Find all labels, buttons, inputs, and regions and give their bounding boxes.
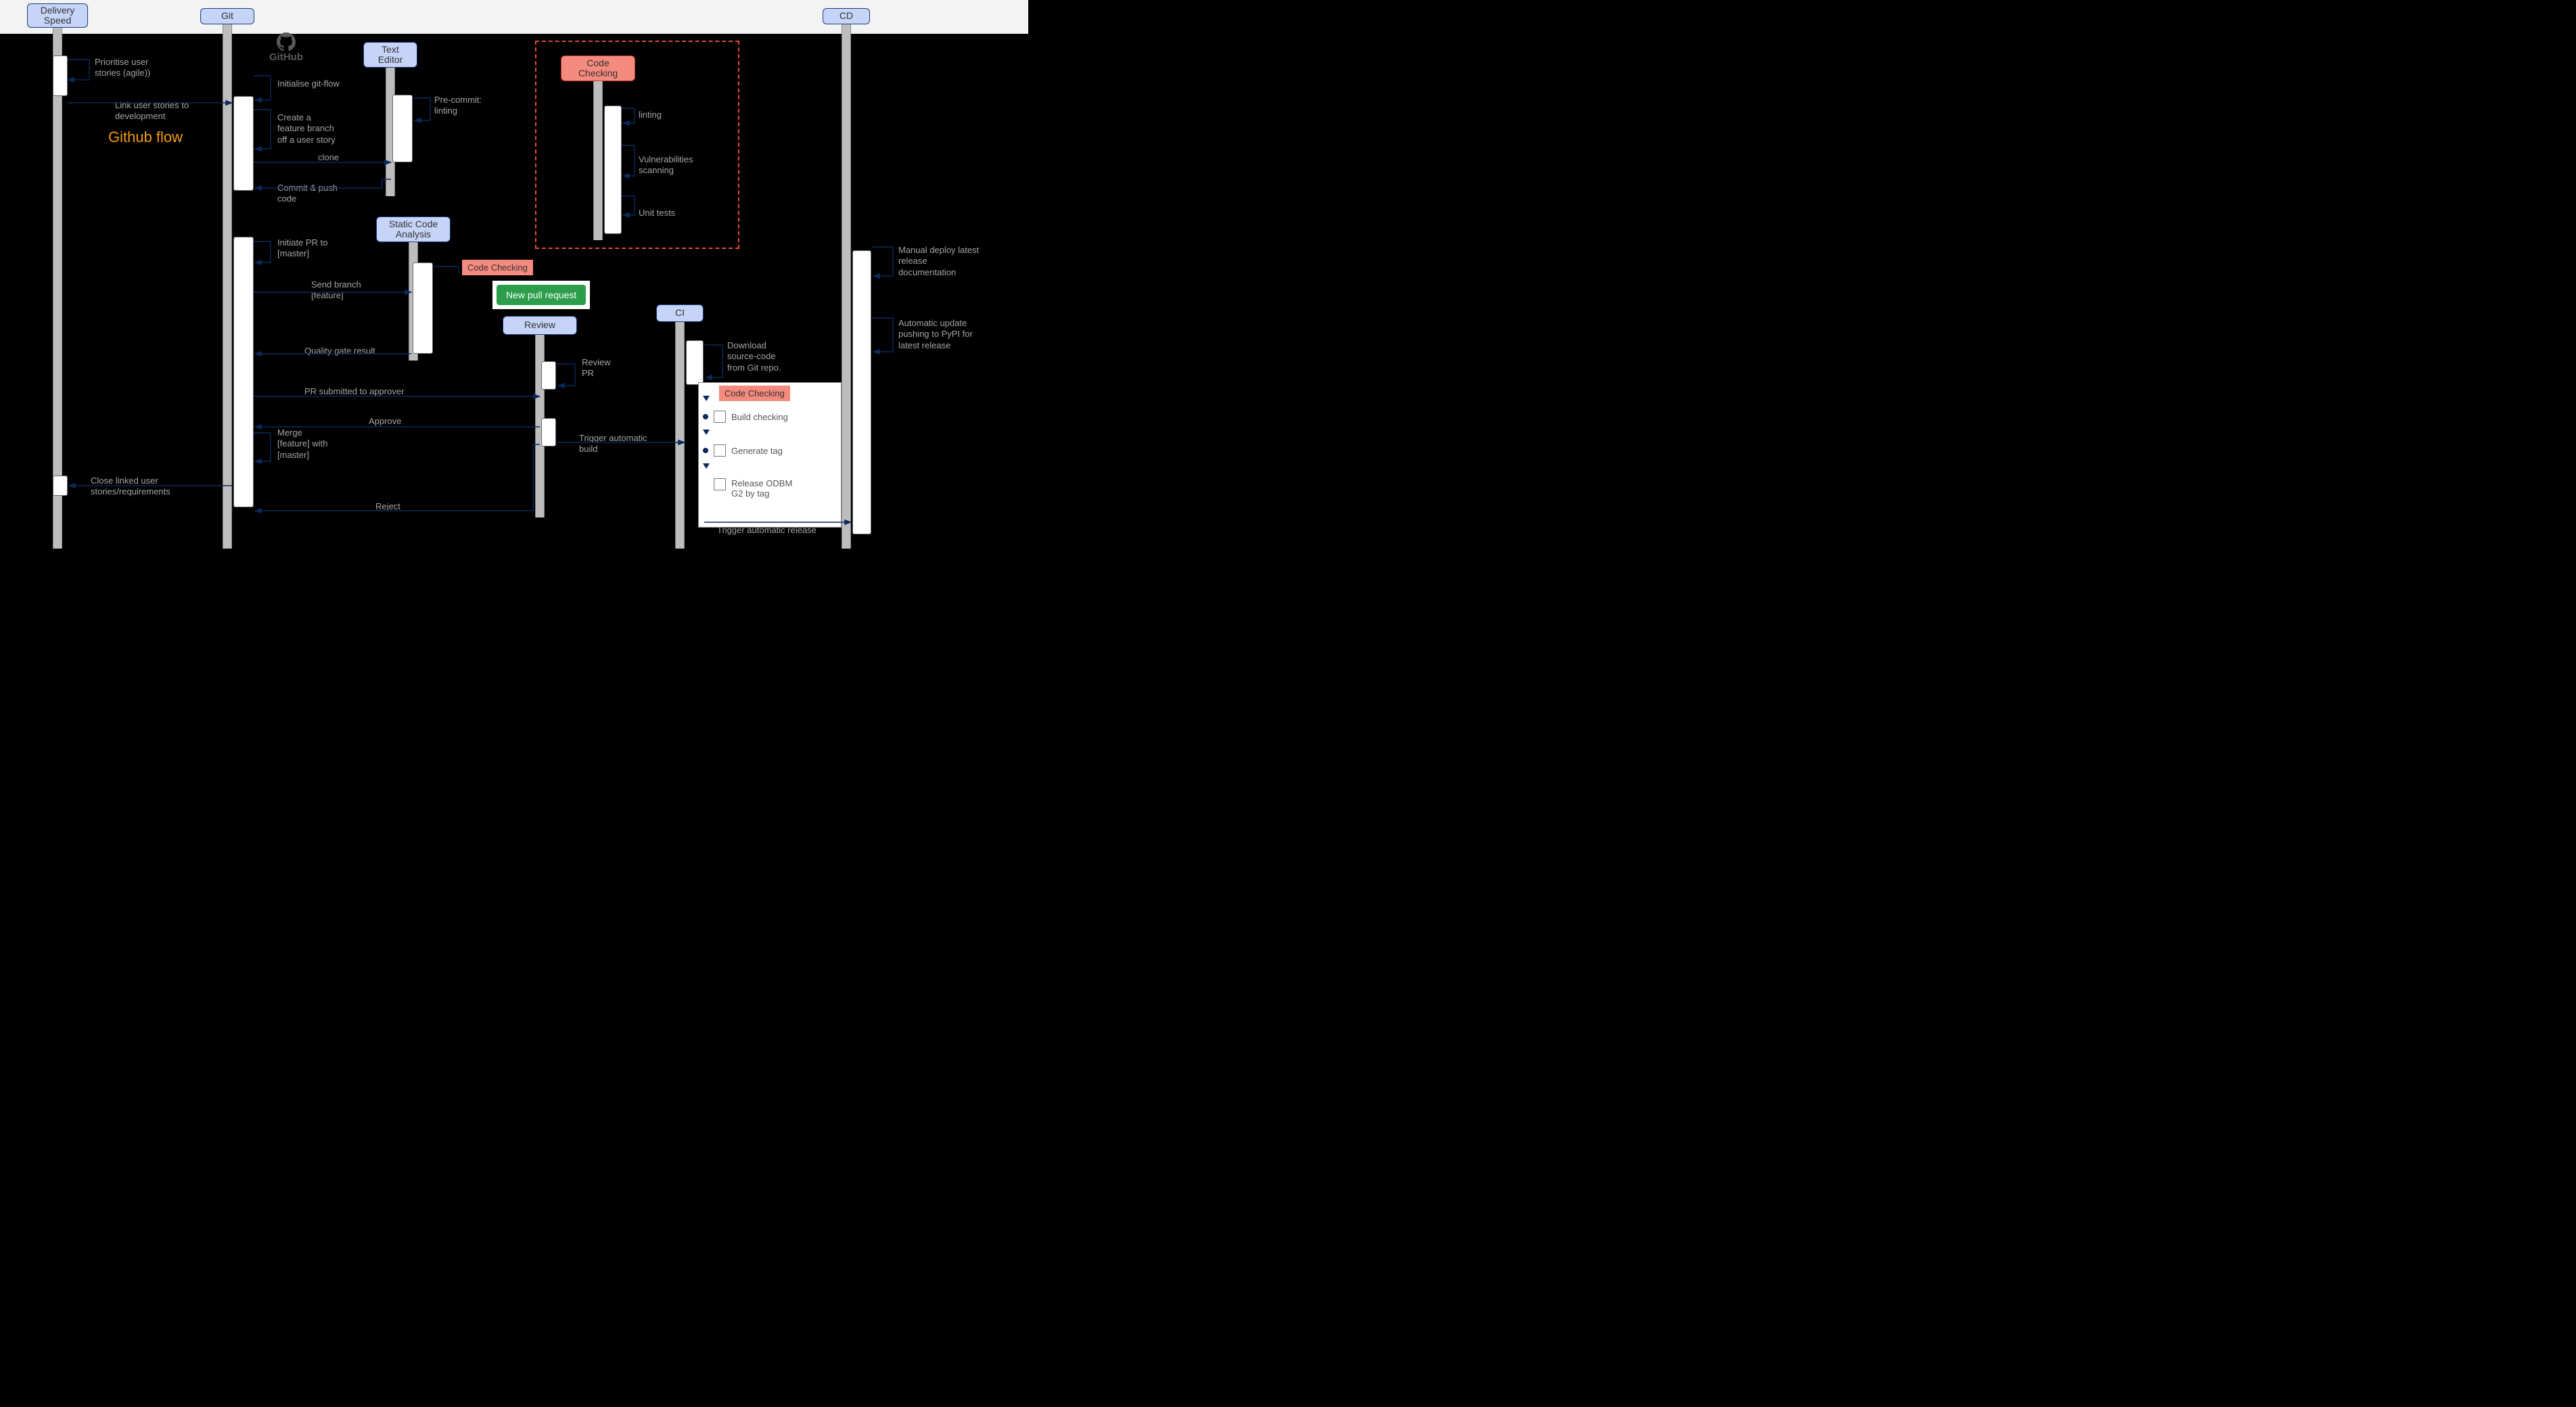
label-commit-push: Commit & push code — [277, 183, 338, 205]
down-arrow-icon — [703, 463, 710, 469]
lifeline-delivery — [53, 28, 62, 549]
lane-ci: CI — [656, 304, 704, 322]
ci-panel: Code Checking Build checking Generate ta… — [698, 382, 842, 528]
github-flow-title: Github flow — [108, 129, 183, 146]
activation — [686, 340, 704, 385]
label-trigger-build: Trigger automatic build — [579, 433, 647, 455]
new-pr-button[interactable]: New pull request — [497, 285, 586, 305]
label-merge: Merge [feature] with [master] — [277, 428, 327, 461]
github-logo: GitHub — [269, 32, 303, 63]
ci-step-label: Release ODBM G2 by tag — [731, 478, 792, 499]
ci-step-tag: Generate tag — [703, 444, 841, 457]
label-vuln: Vulnerabilities scanning — [639, 154, 693, 177]
ci-step-box — [714, 411, 726, 423]
label-close-linked: Close linked user stories/requirements — [91, 476, 170, 498]
label-quality-gate: Quality gate result — [304, 346, 375, 356]
label-link-stories: Link user stories to development — [115, 100, 189, 122]
lane-cd: CD — [823, 8, 870, 24]
label-download-src: Download source-code from Git repo. — [727, 340, 781, 373]
label-pr-submitted: PR submitted to approver — [304, 386, 404, 397]
github-label: GitHub — [269, 51, 303, 63]
label-manual-deploy: Manual deploy latest release documentati… — [898, 245, 979, 278]
ci-step-build: Build checking — [703, 411, 841, 423]
header-band — [0, 0, 1028, 34]
label-init-gitflow: Initialise git-flow — [277, 78, 340, 89]
activation — [413, 262, 433, 354]
label-send-branch: Send branch [feature] — [311, 279, 361, 302]
activation — [852, 250, 871, 534]
ci-step-box — [714, 478, 726, 490]
label-initiate-pr: Initiate PR to [master] — [277, 237, 327, 260]
new-pull-request: New pull request — [492, 281, 590, 309]
label-approve: Approve — [369, 416, 401, 427]
code-checking-group-box — [535, 41, 739, 249]
activation — [541, 418, 556, 446]
lifeline-ci — [675, 322, 685, 549]
label-auto-update: Automatic update pushing to PyPI for lat… — [898, 318, 973, 351]
activation — [233, 96, 254, 191]
github-icon — [277, 32, 296, 51]
label-review-pr: Review PR — [582, 357, 611, 379]
down-arrow-icon — [703, 430, 710, 435]
ci-step-label: Build checking — [731, 412, 788, 422]
ci-step-release: Release ODBM G2 by tag — [703, 478, 841, 499]
label-clone: clone — [318, 152, 339, 163]
activation — [53, 476, 68, 496]
lane-git: Git — [200, 8, 254, 24]
activation — [233, 237, 254, 507]
lane-review: Review — [503, 316, 577, 335]
lifeline-cd — [842, 24, 851, 549]
label-unit-tests: Unit tests — [639, 208, 675, 218]
bullet-icon — [703, 414, 708, 419]
label-linting: linting — [639, 110, 662, 120]
bullet-icon — [703, 448, 708, 453]
down-arrow-icon — [703, 396, 710, 401]
lifeline-git — [223, 24, 232, 549]
activation — [53, 55, 68, 96]
ci-step-box — [714, 444, 726, 457]
activation — [392, 95, 413, 162]
lane-text-editor: Text Editor — [363, 42, 417, 68]
activation — [541, 361, 556, 390]
label-prioritise: Prioritise user stories (agile)) — [95, 57, 150, 79]
lane-sca: Static Code Analysis — [376, 216, 451, 242]
label-precommit: Pre-commit: linting — [434, 95, 482, 117]
code-checking-badge: Code Checking — [462, 260, 533, 275]
lane-delivery-speed: Delivery Speed — [27, 3, 88, 28]
label-reject: Reject — [375, 501, 400, 512]
ci-step-label: Generate tag — [731, 446, 783, 456]
ci-code-checking-badge: Code Checking — [719, 386, 790, 401]
label-create-branch: Create a feature branch off a user story — [277, 112, 336, 145]
